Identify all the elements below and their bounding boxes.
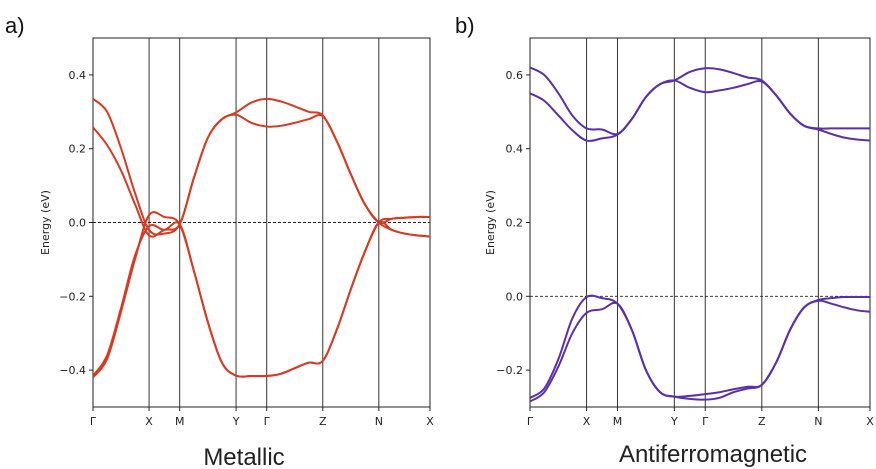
x-tick-label: Y [232, 415, 240, 428]
panel-letter: a) [5, 13, 25, 38]
y-tick-label: 0.0 [69, 217, 87, 230]
x-tick-label: N [375, 415, 383, 428]
panel-b-antiferromagnetic: b) −0.2 0.0 0.2 0.4 0.6 Γ X M Y Γ Z N X Energy (eV) Ant… [455, 13, 874, 468]
band-line-3 [530, 294, 870, 399]
x-tick-label: Z [758, 415, 766, 428]
x-tick-label: M [175, 415, 185, 428]
y-tick-label: −0.2 [59, 290, 86, 303]
panel-caption: Antiferromagnetic [619, 441, 807, 468]
panel-caption: Metallic [203, 444, 284, 469]
y-axis-label: Energy (eV) [484, 190, 497, 255]
y-tick-label: 0.2 [69, 143, 87, 156]
y-axis-label: Energy (eV) [39, 190, 52, 255]
x-tick-label: Z [319, 415, 327, 428]
x-tick-label: X [426, 415, 434, 428]
y-tick-label: 0.6 [506, 69, 524, 82]
x-tick-label: X [145, 415, 153, 428]
x-tick-label: Γ [527, 415, 534, 428]
panel-a-metallic: a) −0.4 −0.2 0.0 0.2 0.4 Γ X M Y Γ Z N X Energy (eV) Me… [5, 13, 434, 469]
y-tick-label: 0.4 [69, 69, 87, 82]
plot-frame [529, 37, 871, 408]
y-tick-label: 0.4 [506, 143, 524, 156]
band-line-4 [93, 220, 430, 378]
band-line-4 [530, 299, 870, 403]
band-lines [93, 97, 430, 379]
band-line-1 [530, 66, 870, 136]
y-tick-label: −0.4 [59, 364, 86, 377]
x-tick-label: Γ [90, 415, 97, 428]
band-line-3 [93, 211, 430, 379]
x-tick-label: Y [670, 415, 678, 428]
band-line-2 [530, 79, 870, 142]
y-tick-label: 0.0 [506, 290, 524, 303]
y-tick-label: −0.2 [496, 364, 523, 377]
x-tick-label: Γ [264, 415, 271, 428]
x-tick-label: M [613, 415, 623, 428]
x-tick-label: N [814, 415, 822, 428]
x-tick-label: X [866, 415, 874, 428]
band-line-1 [93, 97, 430, 238]
y-tick-label: 0.2 [506, 217, 524, 230]
panel-letter: b) [455, 13, 475, 38]
x-tick-label: X [583, 415, 591, 428]
x-tick-label: Γ [702, 415, 709, 428]
band-lines [530, 66, 870, 403]
